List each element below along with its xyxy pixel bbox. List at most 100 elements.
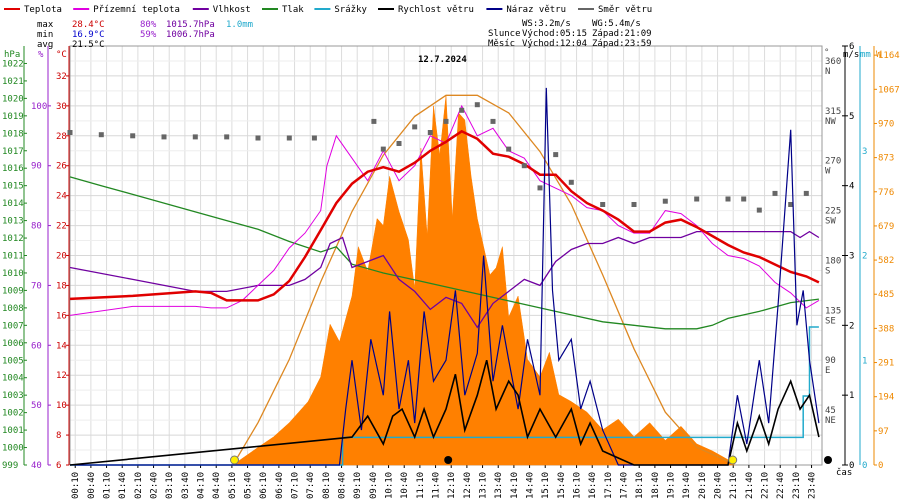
mm-tick-label: 1 <box>862 356 867 366</box>
direction-label: SE <box>825 316 836 326</box>
celsius-tick-label: 14 <box>56 341 67 351</box>
wm2-tick-label: 1067 <box>878 85 900 95</box>
sunset-marker <box>728 455 738 465</box>
info-sunrise: Východ:05:15 <box>522 29 587 39</box>
wind-direction-point <box>224 134 230 140</box>
stats-avg-temp: 21.5°C <box>72 40 105 50</box>
mm-axis-unit: mm <box>860 50 871 60</box>
celsius-tick-label: 26 <box>56 162 67 172</box>
hpa-tick-label: 1008 <box>2 304 24 314</box>
wind-direction-point <box>694 196 700 202</box>
wm2-tick-label: 194 <box>878 393 894 403</box>
x-tick-label: 10:10 <box>385 472 395 499</box>
wind-speed-line <box>69 359 820 466</box>
mm-tick-label: 0 <box>862 461 867 471</box>
wind-direction-point <box>255 135 261 141</box>
wind-direction-point <box>67 130 73 135</box>
x-tick-label: 17:10 <box>604 472 614 499</box>
wind-direction-point <box>662 198 668 204</box>
wind-direction-point <box>412 124 418 130</box>
wind-direction-point <box>537 185 543 191</box>
hpa-tick-label: 1017 <box>2 147 24 157</box>
wm2-tick-label: 0 <box>878 461 883 471</box>
hpa-tick-label: 1012 <box>2 234 24 244</box>
x-tick-label: 04:10 <box>197 472 207 499</box>
x-tick-label: 17:40 <box>620 472 630 499</box>
wind-direction-point <box>371 118 377 124</box>
x-tick-label: 22:10 <box>761 472 771 499</box>
wind-direction-point <box>803 190 809 196</box>
ms-tick-label: 6 <box>849 42 854 52</box>
legend-label: Srážky <box>334 5 367 15</box>
x-tick-label: 12:40 <box>463 472 473 499</box>
humidity-line <box>69 230 820 329</box>
hpa-tick-label: 1014 <box>2 199 24 209</box>
x-tick-label: 13:40 <box>494 472 504 499</box>
hpa-axis-unit: hPa <box>4 50 20 60</box>
hpa-tick-label: 1022 <box>2 59 24 69</box>
x-tick-label: 19:40 <box>682 472 692 499</box>
wind-direction-point <box>443 118 449 124</box>
celsius-tick-label: 24 <box>56 192 67 202</box>
hpa-tick-label: 1000 <box>2 444 24 454</box>
hpa-tick-label: 1001 <box>2 426 24 436</box>
percent-axis-unit: % <box>38 50 44 60</box>
percent-tick-label: 80 <box>31 222 42 232</box>
celsius-tick-label: 30 <box>56 102 67 112</box>
x-tick-label: 19:10 <box>667 472 677 499</box>
direction-label: S <box>825 266 830 276</box>
x-tick-label: 03:10 <box>165 472 175 499</box>
ms-tick-label: 0 <box>849 461 854 471</box>
x-tick-label: 18:10 <box>635 472 645 499</box>
wind-direction-point <box>788 202 794 207</box>
celsius-tick-label: 16 <box>56 311 67 321</box>
x-tick-label: 11:10 <box>416 472 426 499</box>
wind-gust-line <box>70 87 820 466</box>
info-ws: WS:3.2m/s <box>522 19 571 29</box>
x-tick-label: 13:10 <box>479 472 489 499</box>
stats-min-label: min <box>37 30 53 40</box>
wind-direction-point <box>506 146 512 152</box>
direction-label: SW <box>825 217 836 227</box>
celsius-tick-label: 8 <box>56 431 61 441</box>
ms-axis-unit: m/s <box>843 50 859 60</box>
hpa-tick-label: 1006 <box>2 339 24 349</box>
hpa-tick-label: 1010 <box>2 269 24 279</box>
info-sun-label: Slunce <box>488 29 521 39</box>
x-tick-label: 01:10 <box>103 472 113 499</box>
stats-avg-label: avg <box>37 40 53 50</box>
stats-min-humidity: 59% <box>140 30 157 40</box>
wind-direction-point <box>772 190 778 196</box>
hpa-tick-label: 1011 <box>2 252 24 262</box>
info-sunset: Západ:21:09 <box>592 29 652 39</box>
hpa-tick-label: 1018 <box>2 129 24 139</box>
x-tick-label: 05:10 <box>228 472 238 499</box>
x-tick-label: 03:40 <box>181 472 191 499</box>
legend-label: Rychlost větru <box>398 5 474 15</box>
wm2-tick-label: 873 <box>878 154 894 164</box>
x-tick-label: 09:40 <box>369 472 379 499</box>
pressure-line <box>69 176 819 330</box>
celsius-tick-label: 20 <box>56 252 67 262</box>
degrees-tick-label: 90 <box>825 356 836 366</box>
x-tick-label: 08:40 <box>338 472 348 499</box>
hpa-tick-label: 1007 <box>2 321 24 331</box>
stats-max-pressure: 1015.7hPa <box>166 20 215 30</box>
x-tick-label: 07:40 <box>306 472 316 499</box>
stats-max-temp: 28.4°C <box>72 20 105 30</box>
stats-max-rain: 1.0mm <box>226 20 253 30</box>
wm2-tick-label: 679 <box>878 222 894 232</box>
mm-tick-label: 3 <box>862 147 867 157</box>
wind-direction-point <box>600 202 606 207</box>
direction-label: NW <box>825 117 836 127</box>
percent-tick-label: 40 <box>31 461 42 471</box>
x-tick-label: 21:40 <box>745 472 755 499</box>
x-tick-label: 07:10 <box>291 472 301 499</box>
series-group <box>67 87 832 466</box>
x-tick-label: 23:40 <box>808 472 818 499</box>
direction-label: N <box>825 67 830 77</box>
percent-tick-label: 60 <box>31 341 42 351</box>
ms-tick-label: 3 <box>849 251 854 261</box>
info-wg: WG:5.4m/s <box>592 19 641 29</box>
